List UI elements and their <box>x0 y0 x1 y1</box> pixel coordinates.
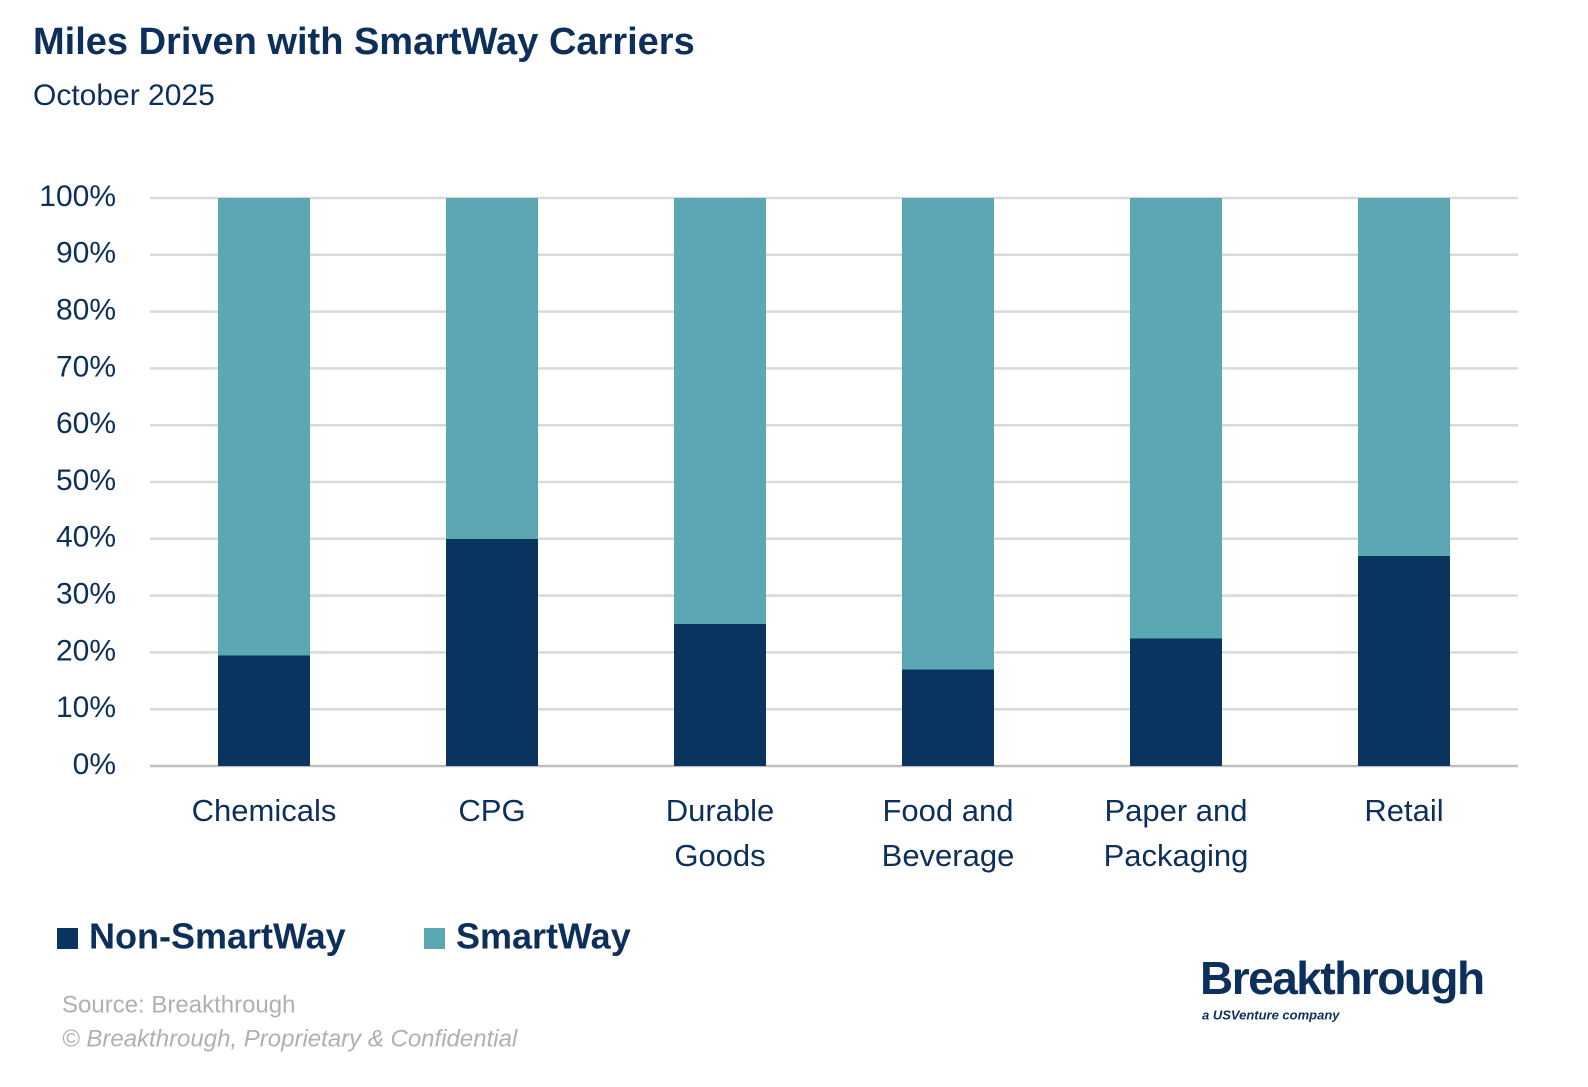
x-tick-label: Chemicals <box>191 793 337 828</box>
bar-segment <box>446 538 538 766</box>
x-tick-label: Durable Goods <box>665 793 775 873</box>
y-tick-label: 20% <box>56 634 116 667</box>
chart-title: Miles Driven with SmartWay Carriers <box>33 21 695 63</box>
legend-swatch <box>424 928 445 949</box>
y-tick-label: 60% <box>56 407 116 440</box>
legend-label: Non-SmartWay <box>89 916 346 957</box>
x-tick-label: Food and Beverage <box>881 793 1015 873</box>
bar-segment <box>1358 555 1450 766</box>
y-tick-label: 10% <box>56 691 116 724</box>
x-tick-label: Retail <box>1364 793 1444 828</box>
y-tick-label: 0% <box>73 748 116 781</box>
legend-swatch <box>57 928 78 949</box>
logo-tagline: a USVenture company <box>1202 1007 1340 1022</box>
bar-segment <box>902 669 994 766</box>
y-tick-label: 40% <box>56 521 116 554</box>
x-tick-label: CPG <box>458 793 526 828</box>
copyright-note: © Breakthrough, Proprietary & Confidenti… <box>62 1025 518 1052</box>
bar-segment <box>674 198 766 624</box>
source-note: Source: Breakthrough <box>62 991 295 1018</box>
x-tick-label: Paper and Packaging <box>1103 793 1249 873</box>
chart-subtitle: October 2025 <box>33 79 215 112</box>
y-tick-label: 30% <box>56 578 116 611</box>
logo: Breakthrough <box>1200 952 1484 1004</box>
bar-segment <box>1358 198 1450 556</box>
bar-segment <box>902 198 994 670</box>
legend-label: SmartWay <box>456 916 631 957</box>
bar-segment <box>1130 198 1222 639</box>
y-tick-label: 80% <box>56 294 116 327</box>
bar-segment <box>446 198 538 539</box>
bar-segment <box>218 198 310 656</box>
y-tick-label: 50% <box>56 464 116 497</box>
bar-segment <box>1130 638 1222 766</box>
y-tick-label: 70% <box>56 350 116 383</box>
bar-segment <box>218 655 310 766</box>
y-tick-label: 90% <box>56 237 116 270</box>
bar-segment <box>674 624 766 766</box>
y-tick-label: 100% <box>39 180 116 213</box>
